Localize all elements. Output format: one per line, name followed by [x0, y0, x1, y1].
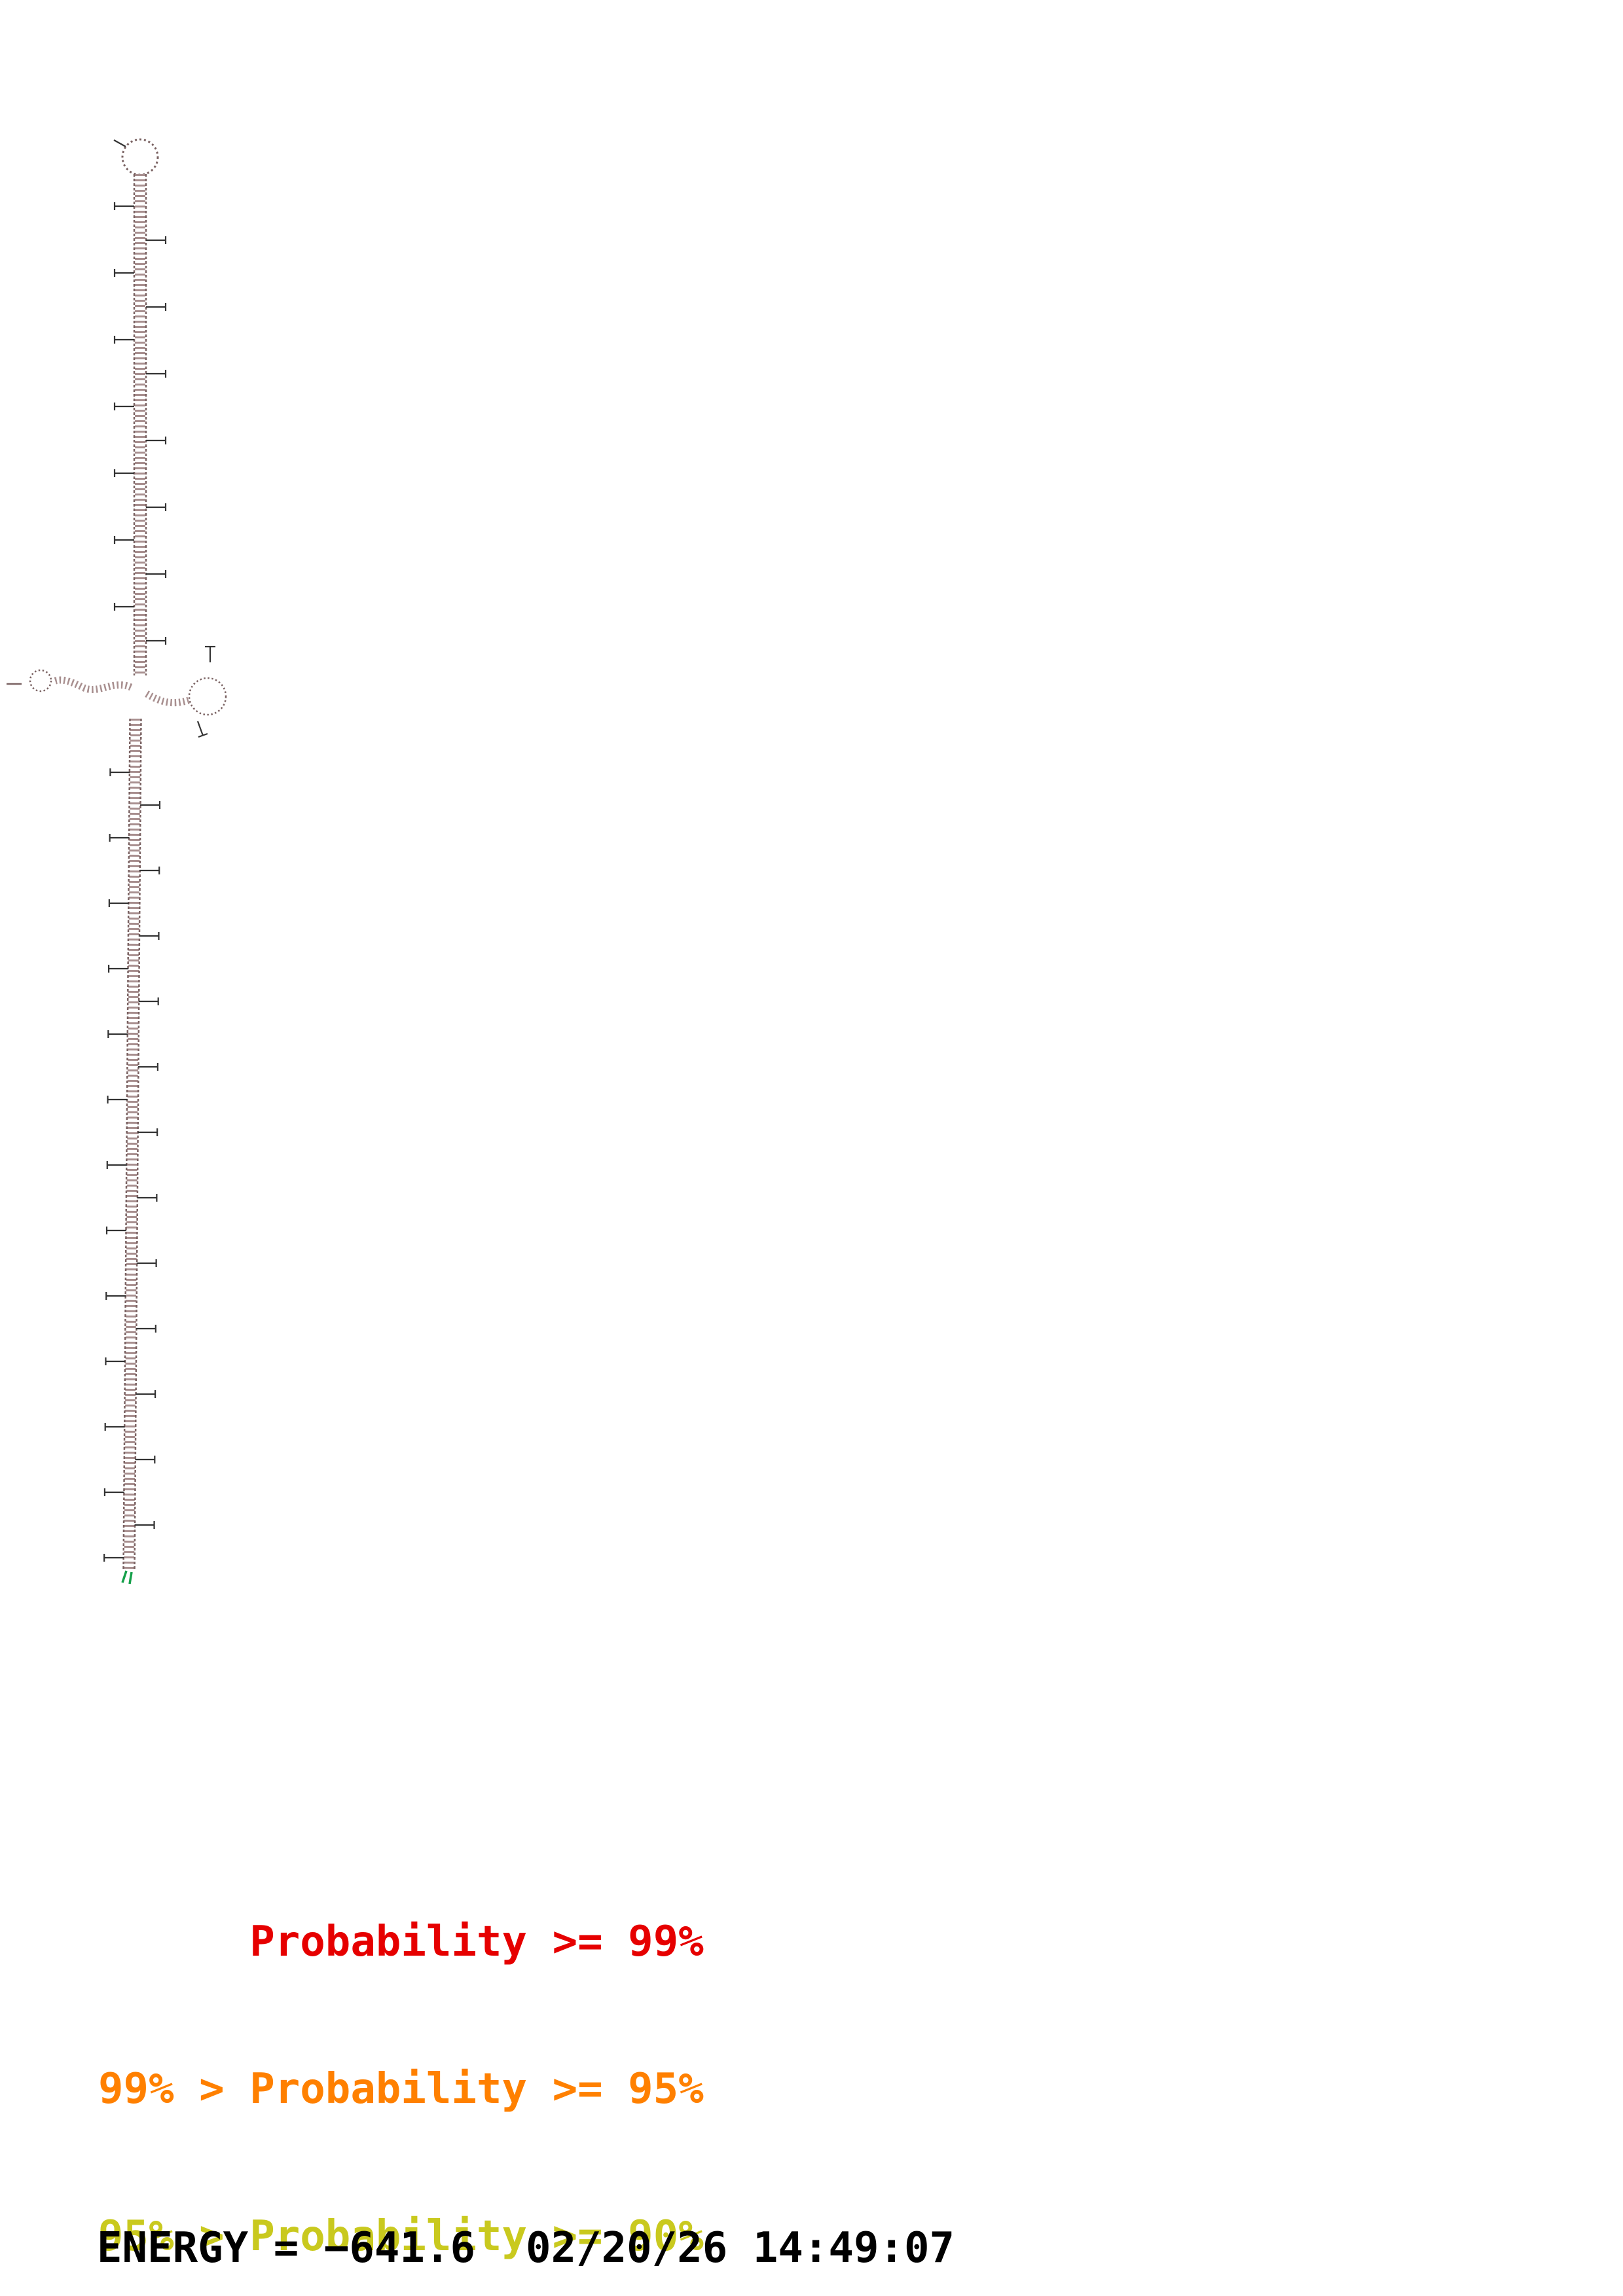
- legend-entry-99: Probability >= 99%: [98, 1918, 704, 1966]
- legend-entry-95-99: 99% > Probability >= 95%: [98, 2065, 704, 2113]
- tick-cap: [198, 732, 208, 738]
- tick-mark: [113, 139, 126, 147]
- rna-structure-svg: [7, 138, 227, 1585]
- probability-legend: Probability >= 99% 99% > Probability >= …: [98, 1820, 704, 2296]
- hairpin-loop-left: [29, 669, 52, 692]
- hairpin-loop-right: [188, 677, 227, 716]
- hairpin-loop-top: [121, 138, 159, 176]
- legend-entry-90-95: 95% > Probability >= 90%: [98, 2212, 704, 2261]
- energy-line: ENERGY = −641.6 02/20/26 14:49:07: [97, 2224, 955, 2272]
- strand-end-mark: [121, 1570, 128, 1583]
- helix-stem-lower: [124, 718, 141, 1571]
- branch-left: [52, 676, 133, 693]
- helix-rail: [134, 718, 142, 1571]
- tick-mark: [196, 721, 204, 736]
- rna-structure-diagram: [7, 138, 227, 1585]
- branch-right: [145, 691, 190, 707]
- strand-end-mark: [128, 1571, 133, 1585]
- helix-rail: [122, 718, 131, 1571]
